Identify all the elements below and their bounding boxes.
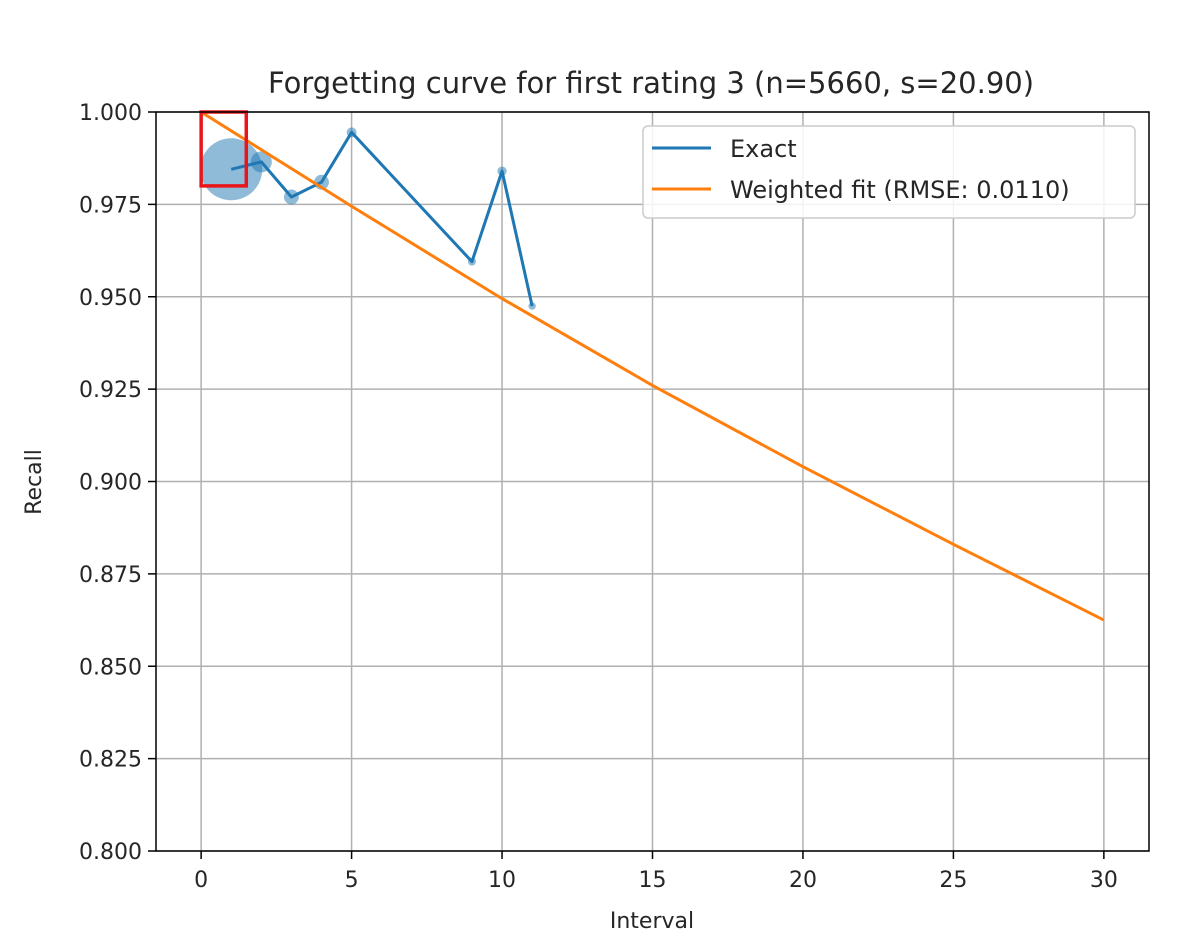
exact-line [230,130,534,307]
y-tick-label: 1.000 [79,101,142,126]
x-tick-label: 30 [1090,868,1118,893]
y-tick-label: 0.875 [79,563,142,588]
legend-box [642,125,1136,219]
x-tick-label: 20 [789,868,817,893]
y-tick-label: 0.825 [79,748,142,773]
x-tick-label: 0 [194,868,208,893]
legend-label-weighted-fit: Weighted fit (RMSE: 0.0110) [730,176,1070,204]
weighted-fit-line [200,110,1105,622]
axis-ticks: 0 5 10 15 20 25 30 0.800 0.825 0.850 0.875 0.900 0.9… [79,101,1118,893]
x-tick-label: 5 [345,868,359,893]
x-axis-label: Interval [610,909,694,934]
x-tick-label: 25 [939,868,967,893]
x-tick-label: 10 [488,868,516,893]
y-tick-label: 0.900 [79,471,142,496]
chart-title: Forgetting curve for first rating 3 (n=5… [268,66,1034,100]
grid-lines [156,111,1149,852]
legend: Exact Weighted fit (RMSE: 0.0110) [642,125,1136,219]
y-tick-label: 0.800 [79,840,142,865]
y-tick-label: 0.975 [79,193,142,218]
y-tick-label: 0.850 [79,655,142,680]
plot-frame [155,111,1150,852]
y-tick-label: 0.950 [79,286,142,311]
y-axis-label: Recall [22,449,47,515]
legend-label-exact: Exact [730,135,797,163]
y-tick-label: 0.925 [79,378,142,403]
x-tick-label: 15 [639,868,667,893]
